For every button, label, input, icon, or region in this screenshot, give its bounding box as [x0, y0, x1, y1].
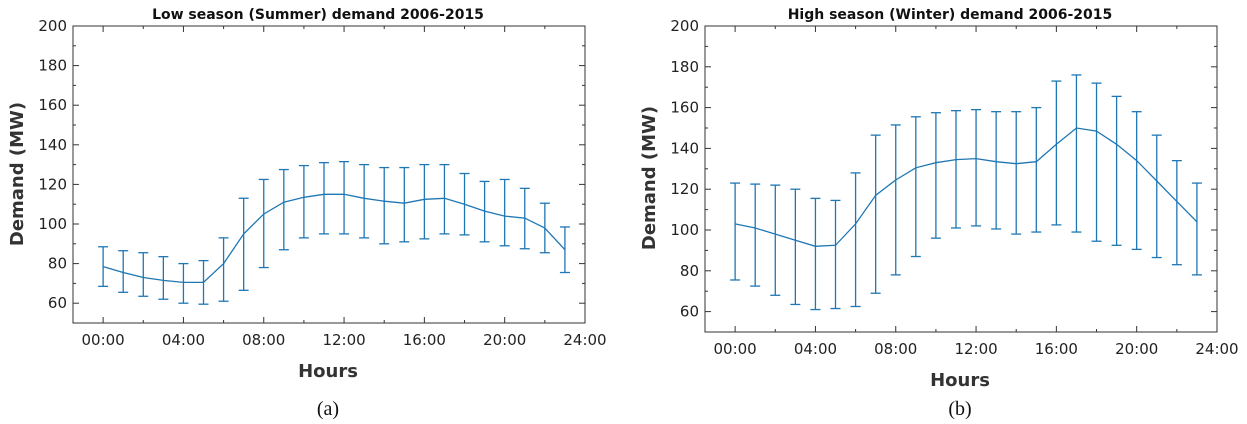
x-axis: 00:00 04:00 08:00 12:00 16:00 20:00 24:00 [82, 26, 607, 349]
y-tick-label: 80 [680, 262, 699, 280]
demand-series-line [102, 193, 566, 284]
panel-label: (a) [317, 398, 339, 420]
y-axis: 60 80 100 120 140 160 180 200 [38, 17, 585, 324]
demand-series-line [734, 127, 1198, 247]
y-tick-label: 80 [48, 255, 67, 273]
x-tick-label: 20:00 [483, 331, 526, 349]
y-tick-label: 200 [38, 17, 67, 35]
x-tick-label: 12:00 [954, 340, 997, 358]
y-tick-label: 100 [38, 215, 67, 233]
y-tick-label: 160 [670, 99, 699, 117]
y-axis: 60 80 100 120 140 160 180 200 [670, 17, 1217, 333]
y-tick-label: 60 [680, 303, 699, 321]
x-tick-label: 00:00 [714, 340, 757, 358]
chart-panel-a: Low season (Summer) demand 2006-2015 60 8… [7, 7, 607, 420]
y-tick-label: 200 [670, 17, 699, 35]
x-tick-label: 04:00 [162, 331, 205, 349]
x-tick-label: 16:00 [403, 331, 446, 349]
x-tick-label: 24:00 [1195, 340, 1238, 358]
y-tick-label: 60 [48, 294, 67, 312]
y-tick-label: 140 [38, 136, 67, 154]
x-tick-label: 04:00 [794, 340, 837, 358]
y-tick-label: 120 [38, 175, 67, 193]
panel-label: (b) [948, 398, 971, 420]
x-tick-label: 20:00 [1115, 340, 1158, 358]
y-axis-label: Demand (MW) [7, 102, 28, 246]
x-tick-label: 24:00 [563, 331, 606, 349]
y-tick-label: 180 [38, 57, 67, 75]
x-tick-label: 08:00 [242, 331, 285, 349]
chart-title: Low season (Summer) demand 2006-2015 [152, 7, 484, 23]
x-axis-label: Hours [930, 370, 990, 391]
y-tick-label: 160 [38, 96, 67, 114]
plot-frame [72, 25, 586, 324]
error-bars [730, 74, 1202, 311]
x-tick-label: 00:00 [82, 331, 125, 349]
y-tick-label: 140 [670, 139, 699, 157]
chart-title: High season (Winter) demand 2006-2015 [788, 7, 1113, 23]
x-tick-label: 16:00 [1035, 340, 1078, 358]
y-tick-label: 120 [670, 180, 699, 198]
x-axis: 00:00 04:00 08:00 12:00 16:00 20:00 24:00 [714, 26, 1239, 358]
y-tick-label: 100 [670, 221, 699, 239]
chart-panel-b: High season (Winter) demand 2006-2015 60… [639, 7, 1239, 420]
x-tick-label: 08:00 [874, 340, 917, 358]
plot-frame [704, 25, 1218, 333]
y-axis-label: Demand (MW) [639, 106, 660, 250]
error-bars [98, 160, 570, 305]
x-axis-label: Hours [298, 361, 358, 382]
y-tick-label: 180 [670, 58, 699, 76]
x-tick-label: 12:00 [322, 331, 365, 349]
